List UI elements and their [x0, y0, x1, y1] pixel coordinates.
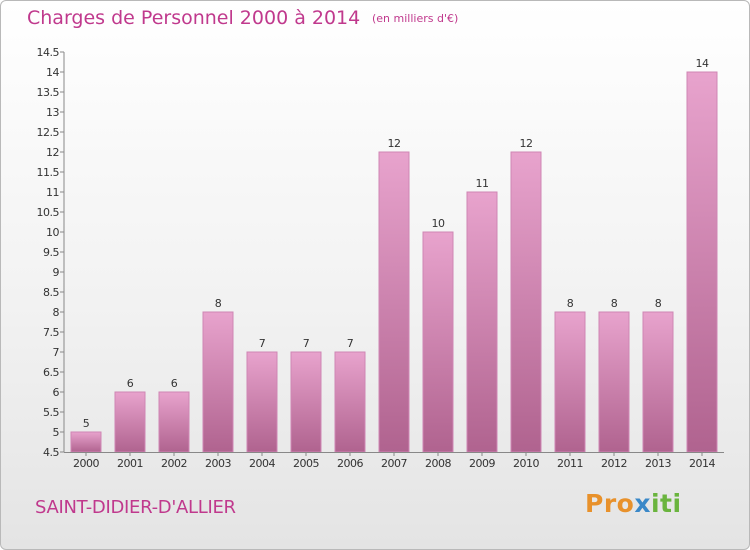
y-tick-label: 4.5 — [43, 446, 59, 459]
value-label-2008: 10 — [432, 217, 445, 230]
value-label-2014: 14 — [696, 57, 709, 70]
bar-2013 — [642, 311, 674, 453]
bar-2011 — [554, 311, 586, 453]
x-tick-label-2005: 2005 — [293, 457, 319, 470]
x-tick-label-2004: 2004 — [249, 457, 275, 470]
y-tick-label: 12 — [46, 146, 59, 159]
y-tick-label: 13.5 — [37, 86, 60, 99]
value-label-2013: 8 — [655, 297, 662, 310]
bar-2006 — [334, 351, 366, 453]
bar-2014 — [686, 71, 718, 453]
bars-group: 5 6 6 8 7 7 7 12 10 11 12 8 8 8 14 — [70, 57, 718, 453]
y-tick-label: 14 — [46, 66, 59, 79]
y-tick-label: 5 — [53, 426, 60, 439]
y-tick-label: 8.5 — [43, 286, 59, 299]
x-tick-label-2011: 2011 — [557, 457, 583, 470]
commune-name: SAINT-DIDIER-D'ALLIER — [35, 497, 236, 518]
value-label-2009: 11 — [476, 177, 489, 190]
bar-2005 — [290, 351, 322, 453]
value-label-2012: 8 — [611, 297, 618, 310]
logo-part-1: Pro — [585, 489, 635, 518]
chart-title: Charges de Personnel 2000 à 2014 — [27, 7, 361, 29]
x-tick-label-2012: 2012 — [601, 457, 627, 470]
bar-2012 — [598, 311, 630, 453]
y-tick-label: 7.5 — [43, 326, 59, 339]
x-tick-label-2007: 2007 — [381, 457, 407, 470]
bar-2002 — [158, 391, 190, 453]
x-tick-label-2003: 2003 — [205, 457, 231, 470]
y-tick-label: 7 — [53, 346, 60, 359]
bar-2010 — [510, 151, 542, 453]
bar-2008 — [422, 231, 454, 453]
axes-group: 4.5 5 5.5 6 6.5 7 7.5 8 8.5 9 9.5 10 10.5 11 11.5 12 12.… — [37, 46, 724, 470]
value-label-2011: 8 — [567, 297, 574, 310]
y-tick-label: 14.5 — [37, 46, 60, 59]
x-tick-label-2002: 2002 — [161, 457, 187, 470]
y-tick-label: 9.5 — [43, 246, 59, 259]
x-tick-label-2014: 2014 — [689, 457, 715, 470]
proxiti-logo: Proxiti — [585, 489, 682, 518]
logo-part-2: x — [634, 489, 651, 518]
bar-2007 — [378, 151, 410, 453]
bar-2003 — [202, 311, 234, 453]
y-tick-label: 11 — [46, 186, 59, 199]
logo-part-3: iti — [650, 489, 682, 518]
bar-2004 — [246, 351, 278, 453]
value-label-2010: 12 — [520, 137, 533, 150]
value-label-2000: 5 — [83, 417, 90, 430]
y-tick-label: 8 — [53, 306, 60, 319]
y-tick-label: 6 — [53, 386, 60, 399]
y-tick-label: 10 — [46, 226, 59, 239]
y-tick-label: 9 — [53, 266, 60, 279]
chart-subtitle: (en milliers d'€) — [372, 12, 459, 25]
value-label-2001: 6 — [127, 377, 134, 390]
x-tick-label-2006: 2006 — [337, 457, 363, 470]
x-tick-label-2010: 2010 — [513, 457, 539, 470]
value-label-2006: 7 — [347, 337, 354, 350]
x-tick-label-2000: 2000 — [73, 457, 99, 470]
y-tick-label: 6.5 — [43, 366, 59, 379]
y-tick-label: 13 — [46, 106, 59, 119]
bar-2000 — [70, 431, 102, 453]
value-label-2002: 6 — [171, 377, 178, 390]
y-tick-label: 10.5 — [37, 206, 60, 219]
y-tick-label: 5.5 — [43, 406, 59, 419]
value-label-2007: 12 — [388, 137, 401, 150]
y-tick-label: 11.5 — [37, 166, 60, 179]
bar-2009 — [466, 191, 498, 453]
x-tick-label-2013: 2013 — [645, 457, 671, 470]
bar-2001 — [114, 391, 146, 453]
x-tick-label-2008: 2008 — [425, 457, 451, 470]
value-label-2003: 8 — [215, 297, 222, 310]
x-tick-label-2009: 2009 — [469, 457, 495, 470]
value-label-2004: 7 — [259, 337, 266, 350]
value-label-2005: 7 — [303, 337, 310, 350]
y-tick-label: 12.5 — [37, 126, 60, 139]
x-tick-label-2001: 2001 — [117, 457, 143, 470]
